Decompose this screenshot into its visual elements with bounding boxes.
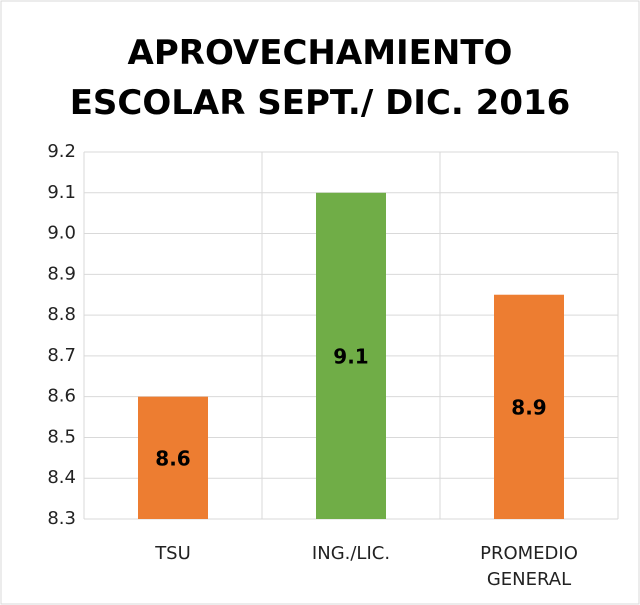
- bar: [138, 396, 208, 519]
- data-label: 8.9: [511, 395, 546, 419]
- y-tick-label: 9.2: [47, 141, 76, 162]
- y-tick-label: 8.3: [47, 508, 76, 529]
- x-tick-label: PROMEDIO GENERAL: [480, 543, 578, 590]
- data-label: 9.1: [333, 344, 368, 368]
- y-tick-label: 9.1: [47, 182, 76, 203]
- x-tick-label: ING./LIC.: [311, 543, 391, 564]
- y-tick-label: 8.7: [47, 345, 76, 366]
- x-tick-label: TSU: [155, 543, 191, 564]
- y-tick-label: 8.5: [47, 426, 76, 447]
- data-label: 8.6: [155, 446, 190, 470]
- y-tick-label: 8.8: [47, 304, 76, 325]
- chart-title: APROVECHAMIENTO ESCOLAR SEPT./ DIC. 2016: [69, 33, 571, 123]
- bar: [316, 192, 386, 519]
- y-tick-label: 9.0: [47, 223, 76, 244]
- y-tick-label: 8.4: [47, 467, 76, 488]
- y-tick-label: 8.9: [47, 263, 76, 284]
- y-tick-label: 8.6: [47, 386, 76, 407]
- bar: [494, 294, 564, 519]
